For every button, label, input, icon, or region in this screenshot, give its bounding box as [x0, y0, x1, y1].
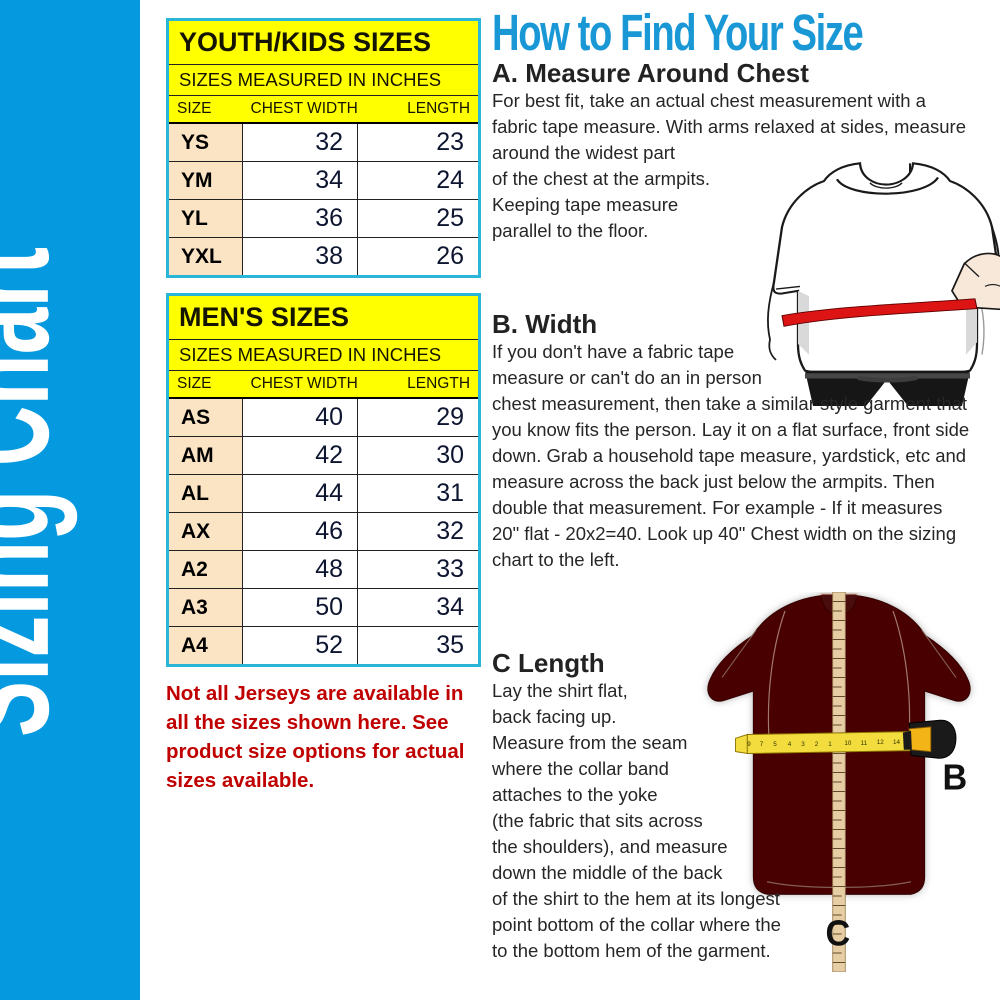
svg-text:10: 10: [844, 740, 851, 747]
svg-text:14: 14: [893, 739, 900, 746]
svg-text:11: 11: [861, 740, 868, 747]
svg-text:B: B: [943, 758, 968, 798]
svg-text:2: 2: [815, 741, 819, 748]
svg-text:C: C: [826, 914, 851, 954]
svg-text:12: 12: [877, 739, 884, 746]
svg-text:1: 1: [828, 741, 832, 748]
